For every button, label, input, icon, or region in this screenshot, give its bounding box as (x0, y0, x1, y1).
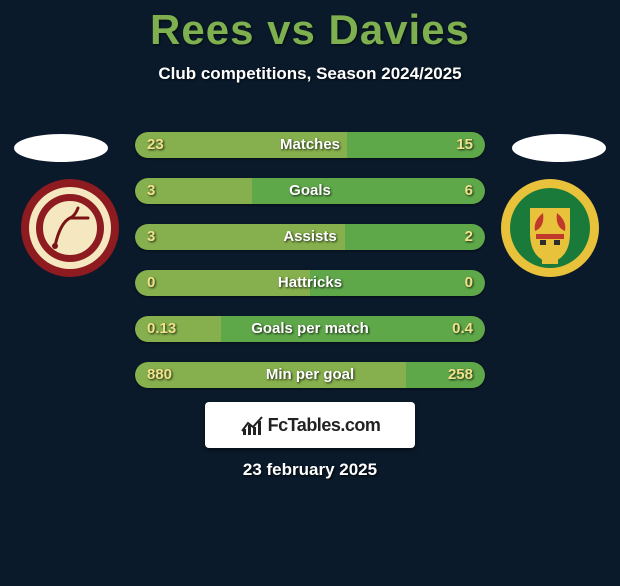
stat-value-right: 2 (465, 224, 473, 250)
stat-value-left: 3 (147, 224, 155, 250)
stat-value-left: 0 (147, 270, 155, 296)
stat-label: Matches (135, 132, 485, 158)
stat-label: Assists (135, 224, 485, 250)
chart-icon (240, 413, 264, 437)
page-title: Rees vs Davies (0, 6, 620, 54)
stat-row: Hattricks0 0 (135, 270, 485, 296)
club-crest-right (500, 178, 600, 278)
caernarfon-crest-icon (500, 178, 600, 278)
stat-value-left: 880 (147, 362, 172, 388)
stat-row: Min per goal880 258 (135, 362, 485, 388)
stat-value-left: 0.13 (147, 316, 176, 342)
stat-label: Goals (135, 178, 485, 204)
stat-label: Min per goal (135, 362, 485, 388)
cardiff-met-crest-icon (20, 178, 120, 278)
branding-label: FcTables.com (268, 415, 381, 436)
stat-value-right: 6 (465, 178, 473, 204)
stat-value-right: 258 (448, 362, 473, 388)
stat-value-left: 23 (147, 132, 164, 158)
club-crest-left (20, 178, 120, 278)
stat-value-left: 3 (147, 178, 155, 204)
stat-row: Goals3 6 (135, 178, 485, 204)
stat-row: Assists3 2 (135, 224, 485, 250)
player-silhouette-left (14, 134, 108, 162)
stat-label: Hattricks (135, 270, 485, 296)
stat-value-right: 0 (465, 270, 473, 296)
stat-value-right: 15 (456, 132, 473, 158)
date-line: 23 february 2025 (0, 460, 620, 480)
branding-badge: FcTables.com (205, 402, 415, 448)
stat-value-right: 0.4 (452, 316, 473, 342)
page-subtitle: Club competitions, Season 2024/2025 (0, 64, 620, 84)
comparison-bars: Matches2315Goals36Assists32Hattricks00Go… (135, 132, 485, 408)
player-silhouette-right (512, 134, 606, 162)
stat-row: Goals per match0.13 0.4 (135, 316, 485, 342)
stat-row: Matches23 15 (135, 132, 485, 158)
stat-label: Goals per match (135, 316, 485, 342)
